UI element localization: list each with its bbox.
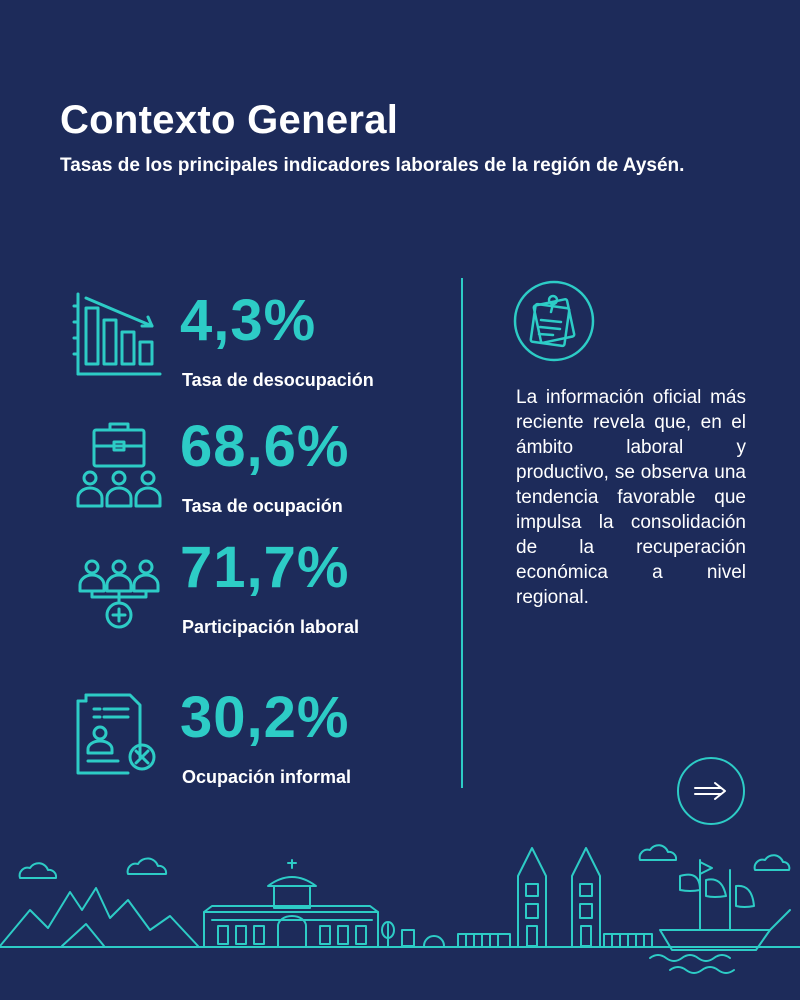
stat-label: Ocupación informal — [182, 767, 352, 787]
page-subtitle: Tasas de los principales indicadores lab… — [60, 155, 685, 176]
info-paragraph: La información oficial más reciente reve… — [516, 387, 746, 608]
stat-unemployment: 4,3% Tasa de desocupación — [72, 288, 432, 400]
stat-employment: 68,6% Tasa de ocupación — [72, 414, 432, 526]
document-person-x-icon — [76, 693, 156, 775]
declining-bar-chart-icon — [72, 292, 162, 376]
page-title: Contexto General — [60, 98, 399, 142]
stat-label: Tasa de ocupación — [182, 496, 343, 516]
stat-participation: 71,7% Participación laboral — [72, 535, 432, 647]
arrow-right-icon — [694, 782, 726, 800]
stat-value: 30,2% — [180, 685, 350, 750]
stat-value: 71,7% — [180, 535, 350, 600]
stat-value: 4,3% — [180, 288, 317, 353]
vertical-divider — [461, 278, 463, 788]
stat-label: Tasa de desocupación — [182, 370, 374, 390]
people-plus-icon — [78, 559, 160, 629]
briefcase-people-icon — [76, 422, 162, 508]
next-button[interactable] — [677, 757, 745, 825]
stat-value: 68,6% — [180, 414, 350, 479]
ground-line — [0, 946, 800, 948]
pinned-note-icon — [513, 280, 595, 362]
stat-informal: 30,2% Ocupación informal — [72, 685, 432, 797]
city-skyline-illustration — [0, 844, 791, 974]
stat-label: Participación laboral — [182, 617, 360, 637]
